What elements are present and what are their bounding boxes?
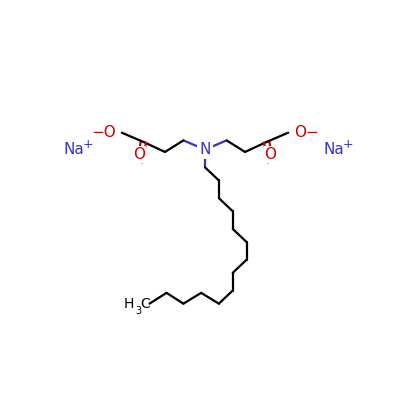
Text: O−: O− [294,125,319,140]
Text: +: + [343,138,354,151]
Text: Na: Na [64,142,84,157]
Text: H: H [124,297,134,311]
Text: O: O [134,147,146,162]
Text: Na: Na [324,142,345,157]
Text: 3: 3 [135,306,141,316]
Text: C: C [140,297,150,311]
Text: N: N [199,142,211,157]
Text: +: + [83,138,93,151]
Text: −O: −O [91,125,116,140]
Text: O: O [264,147,276,162]
